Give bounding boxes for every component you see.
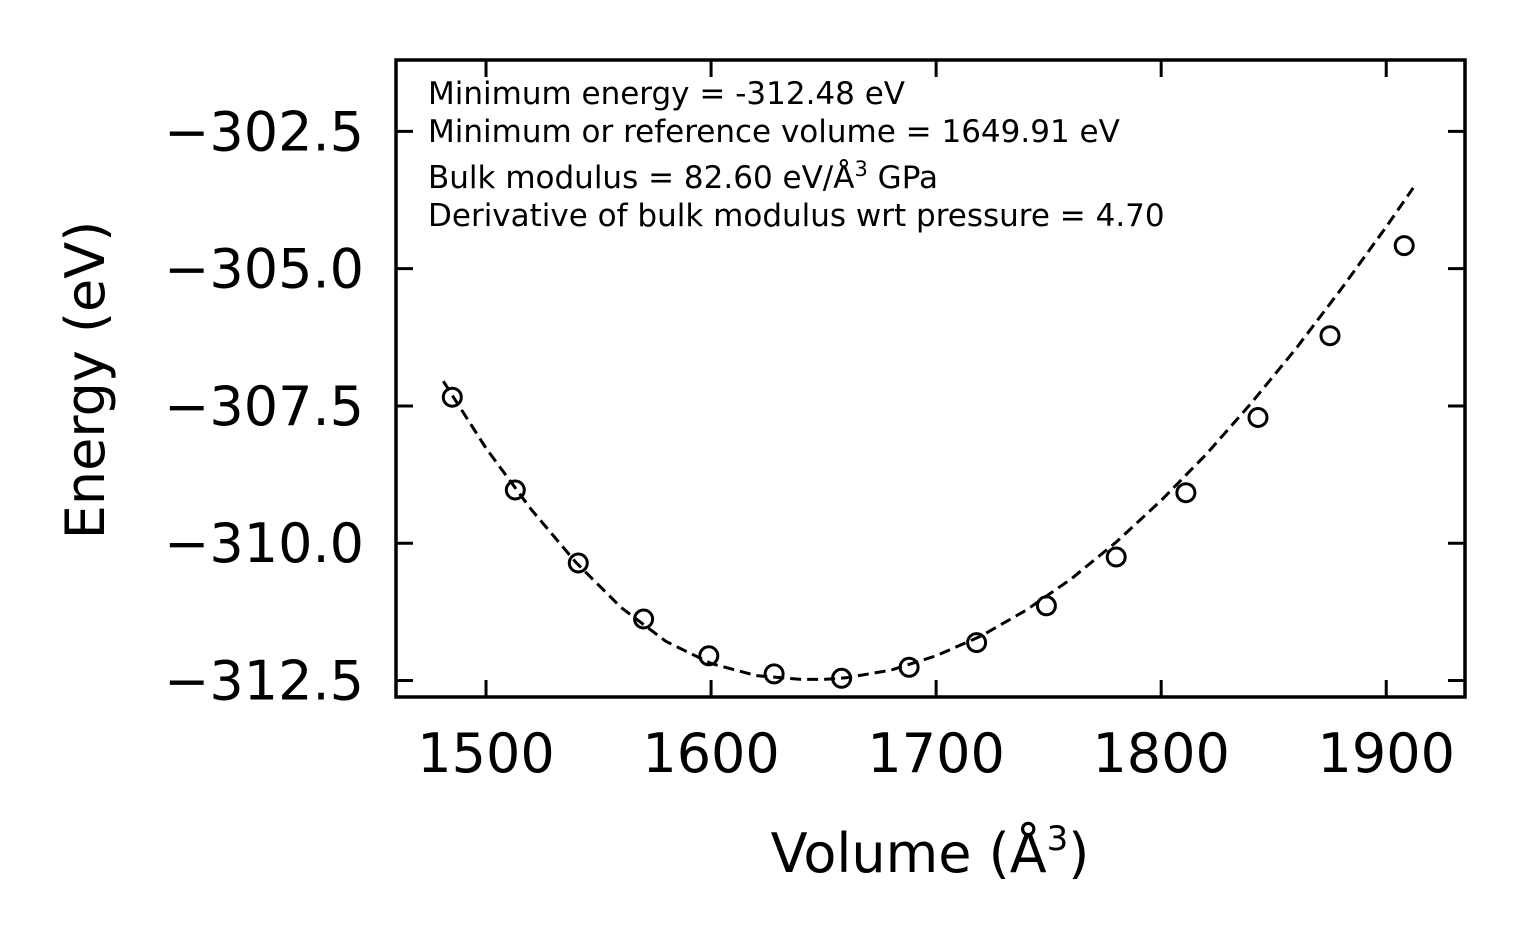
tick-labels: 1500 1600 1700 1800 1900 −302.5 −305.0 −307.5 −3… [164,100,1455,785]
data-point [1393,235,1415,257]
y-tick-label: −312.5 [164,650,364,713]
data-point [504,479,526,501]
y-axis-label: Energy (eV) [54,221,117,540]
annotation-reference-volume: Minimum or reference volume = 1649.91 eV [428,114,1120,150]
data-point [633,608,655,630]
x-tick-label: 1800 [1092,722,1229,785]
fit-parameters-annotation: Minimum energy = -312.48 eV Minimum or r… [428,76,1165,234]
y-tick-label: −307.5 [164,375,364,438]
data-point [567,552,589,574]
annotation-bulk-modulus-derivative: Derivative of bulk modulus wrt pressure … [428,198,1165,234]
tick-marks [396,60,1465,697]
y-tick-label: −305.0 [164,238,364,301]
data-point [698,645,720,667]
x-tick-label: 1900 [1318,722,1455,785]
data-point [763,663,785,685]
x-tick-label: 1700 [867,722,1004,785]
x-tick-label: 1600 [642,722,779,785]
data-point [1247,407,1269,428]
plot-marks [441,187,1415,689]
fit-curve [442,187,1415,681]
data-point [966,632,988,654]
data-point [441,386,463,408]
y-tick-label: −310.0 [164,512,364,575]
data-point [831,667,853,689]
data-point [1035,595,1057,617]
data-point [1319,325,1341,347]
annotation-bulk-modulus: Bulk modulus = 82.60 eV/Å3 GPa [428,157,938,196]
x-tick-label: 1500 [417,722,554,785]
y-tick-label: −302.5 [164,100,364,163]
data-point [1175,482,1197,504]
x-axis-label: Volume (Å3) [771,819,1090,885]
plot-frame [394,58,1467,699]
annotation-minimum-energy: Minimum energy = -312.48 eV [428,76,905,112]
data-point [1105,546,1127,568]
data-point [898,656,920,678]
